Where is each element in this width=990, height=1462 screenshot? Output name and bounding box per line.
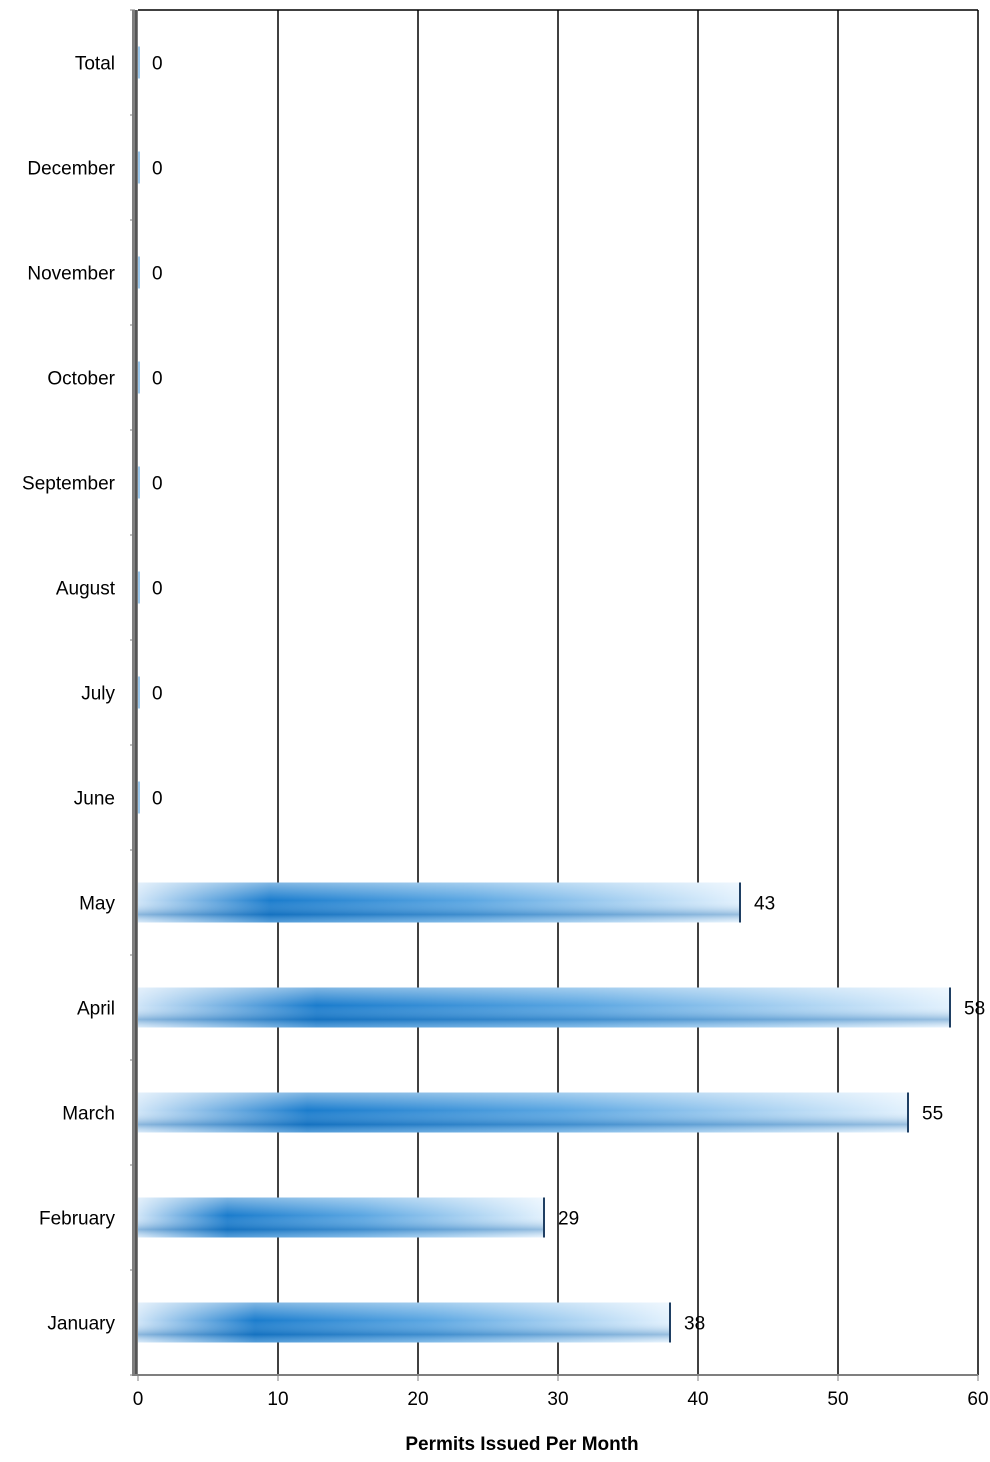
x-tick-label: 30	[547, 1389, 568, 1410]
labels: 0 10 20 30 40 50 60 Total 0 December 0 November 0 Oct…	[22, 54, 989, 1411]
x-tick-label: 50	[827, 1389, 848, 1410]
category-label: July	[81, 684, 115, 705]
data-label: 29	[558, 1209, 579, 1230]
category-label: May	[79, 894, 115, 915]
data-label: 58	[964, 999, 985, 1020]
bar-shading	[138, 987, 950, 1028]
category-label: August	[56, 579, 116, 600]
data-label: 0	[152, 789, 163, 810]
category-label: February	[39, 1209, 116, 1230]
data-label: 0	[152, 579, 163, 600]
x-tick-label: 40	[687, 1389, 708, 1410]
category-label: January	[47, 1314, 115, 1335]
category-label: June	[74, 789, 115, 810]
bar	[137, 46, 140, 79]
data-label: 0	[152, 369, 163, 390]
data-label: 55	[922, 1104, 943, 1125]
x-tick-label: 60	[967, 1389, 988, 1410]
gridlines	[138, 9, 979, 1375]
bar	[137, 781, 140, 814]
bar	[137, 676, 140, 709]
data-label: 0	[152, 159, 163, 180]
x-tick-label: 20	[407, 1389, 428, 1410]
bar-shading	[138, 882, 740, 923]
bar-shading	[138, 1302, 670, 1343]
x-axis-title: Permits Issued Per Month	[405, 1434, 638, 1455]
category-label: September	[22, 474, 116, 495]
y-axis-line	[132, 10, 138, 1375]
data-label: 0	[152, 54, 163, 75]
category-label: March	[62, 1104, 115, 1125]
data-label: 43	[754, 894, 775, 915]
category-label: April	[77, 999, 115, 1020]
bar	[137, 571, 140, 604]
category-label: December	[27, 159, 115, 180]
category-label: November	[27, 264, 115, 285]
bar	[137, 466, 140, 499]
bar	[137, 256, 140, 289]
category-label: October	[47, 369, 115, 390]
data-label: 0	[152, 264, 163, 285]
bar	[137, 151, 140, 184]
bar-shading	[138, 1092, 908, 1133]
axes	[130, 9, 979, 1381]
data-label: 0	[152, 474, 163, 495]
category-label: Total	[75, 54, 115, 75]
x-tick-label: 0	[133, 1389, 144, 1410]
bar-shading	[138, 1197, 544, 1238]
data-label: 38	[684, 1314, 705, 1335]
data-label: 0	[152, 684, 163, 705]
bars	[137, 46, 951, 1343]
bar	[137, 361, 140, 394]
x-tick-label: 10	[267, 1389, 288, 1410]
